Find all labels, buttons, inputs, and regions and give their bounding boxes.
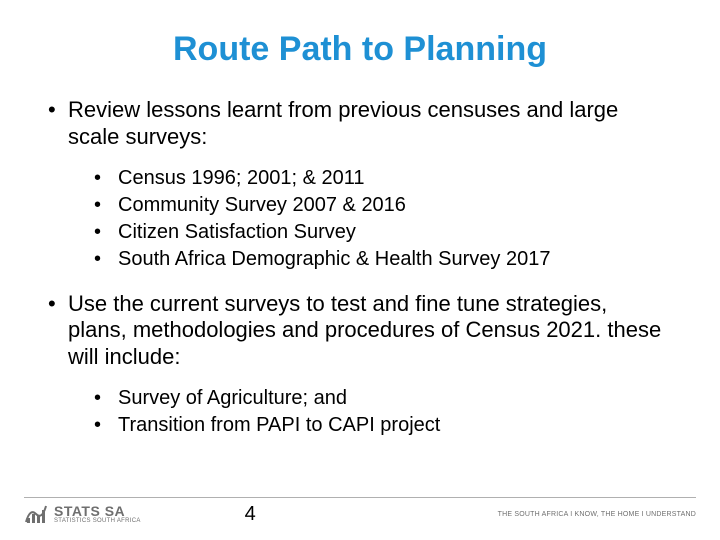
bullet-lvl2: Census 1996; 2001; & 2011 <box>48 165 672 192</box>
bullet-lvl2: Survey of Agriculture; and <box>48 385 672 412</box>
bullet-text: Review lessons learnt from previous cens… <box>68 97 618 149</box>
slide-footer: STATS SA STATISTICS SOUTH AFRICA 4 THE S… <box>0 497 720 526</box>
bullet-lvl2: Citizen Satisfaction Survey <box>48 219 672 246</box>
bullet-text: Transition from PAPI to CAPI project <box>118 414 440 436</box>
bullet-lvl2: Community Survey 2007 & 2016 <box>48 192 672 219</box>
bullet-text: South Africa Demographic & Health Survey… <box>118 248 550 270</box>
bullet-lvl1: Use the current surveys to test and fine… <box>48 291 672 371</box>
logo-block: STATS SA STATISTICS SOUTH AFRICA <box>24 502 141 526</box>
bullet-lvl2: South Africa Demographic & Health Survey… <box>48 246 672 273</box>
logo-sub-text: STATISTICS SOUTH AFRICA <box>54 518 141 524</box>
bullet-text: Census 1996; 2001; & 2011 <box>118 167 364 189</box>
bullet-list: Review lessons learnt from previous cens… <box>48 97 672 439</box>
sub-bullet-list: Survey of Agriculture; and Transition fr… <box>48 385 672 439</box>
slide-title: Route Path to Planning <box>48 30 672 69</box>
footer-tagline: THE SOUTH AFRICA I KNOW, THE HOME I UNDE… <box>498 511 696 518</box>
stats-sa-logo-icon <box>24 502 48 526</box>
logo-text: STATS SA STATISTICS SOUTH AFRICA <box>54 504 141 524</box>
footer-divider <box>24 497 696 498</box>
sub-bullet-list: Census 1996; 2001; & 2011 Community Surv… <box>48 165 672 273</box>
slide: Route Path to Planning Review lessons le… <box>0 0 720 540</box>
bullet-text: Citizen Satisfaction Survey <box>118 221 356 243</box>
bullet-text: Survey of Agriculture; and <box>118 387 347 409</box>
page-number: 4 <box>245 503 256 526</box>
logo-main-text: STATS SA <box>54 504 141 518</box>
bullet-text: Community Survey 2007 & 2016 <box>118 194 406 216</box>
bullet-lvl2: Transition from PAPI to CAPI project <box>48 412 672 439</box>
bullet-text: Use the current surveys to test and fine… <box>68 291 661 370</box>
footer-row: STATS SA STATISTICS SOUTH AFRICA 4 THE S… <box>24 502 696 526</box>
bullet-lvl1: Review lessons learnt from previous cens… <box>48 97 672 151</box>
